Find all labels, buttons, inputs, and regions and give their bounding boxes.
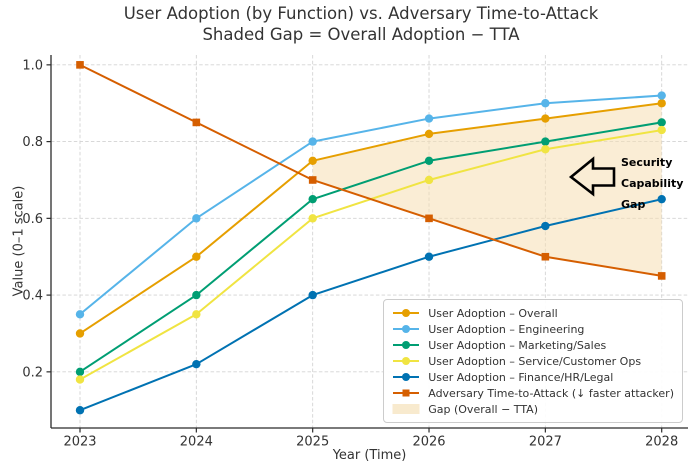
data-point-marker — [192, 118, 201, 127]
x-tick-label: 2026 — [412, 435, 445, 450]
data-point-marker — [192, 290, 201, 300]
gap-swatch-icon — [392, 404, 420, 414]
security-gap-annotation: Security Capability Gap — [621, 152, 683, 215]
y-tick-label: 0.2 — [22, 365, 43, 380]
legend-item: User Adoption – Overall — [391, 305, 674, 321]
legend-label: User Adoption – Engineering — [428, 322, 585, 336]
data-point-marker — [657, 91, 666, 100]
data-point-marker — [192, 214, 201, 223]
data-point-marker — [192, 310, 201, 319]
data-point-marker — [657, 125, 666, 135]
legend-label: User Adoption – Overall — [428, 306, 558, 320]
legend-label: Adversary Time-to-Attack (↓ faster attac… — [428, 386, 674, 400]
data-point-marker — [657, 194, 666, 204]
legend-marker-icon — [402, 341, 411, 349]
x-tick-label: 2025 — [296, 435, 329, 450]
data-point-marker — [75, 367, 85, 377]
legend-marker-icon — [402, 373, 411, 381]
data-point-marker — [541, 145, 550, 154]
data-point-marker — [541, 252, 550, 261]
legend-marker-icon — [402, 357, 411, 365]
data-point-marker — [541, 137, 550, 146]
data-point-marker — [425, 214, 433, 223]
left-arrow-icon — [568, 156, 616, 197]
legend-label: User Adoption – Service/Customer Ops — [428, 354, 642, 368]
series-line — [79, 121, 662, 373]
legend-line-swatch — [393, 389, 420, 397]
data-point-marker — [308, 194, 317, 204]
data-point-marker — [424, 129, 434, 139]
x-axis-label: Year (Time) — [332, 448, 407, 463]
data-point-marker — [308, 290, 317, 300]
legend-marker-icon — [402, 309, 411, 317]
legend-line-swatch — [393, 341, 420, 349]
legend-patch-swatch — [392, 404, 420, 414]
data-point-marker — [75, 329, 85, 338]
legend-marker-icon — [402, 389, 410, 397]
data-point-marker — [75, 406, 85, 415]
legend-label: User Adoption – Marketing/Sales — [428, 338, 607, 352]
legend-line-swatch — [393, 325, 420, 333]
legend-line-swatch — [393, 309, 420, 317]
data-point-marker — [657, 118, 666, 127]
y-tick-label: 0.6 — [22, 212, 43, 227]
legend-line-swatch — [393, 373, 420, 381]
data-point-marker — [308, 137, 317, 146]
series-line — [79, 102, 662, 335]
data-point-marker — [76, 61, 84, 69]
security-gap-arrow — [568, 156, 616, 197]
data-point-marker — [75, 310, 85, 319]
data-point-marker — [424, 175, 434, 185]
legend-item: Adversary Time-to-Attack (↓ faster attac… — [391, 385, 674, 401]
x-tick-label: 2024 — [180, 435, 213, 450]
annotation-line: Capability — [621, 177, 684, 190]
chart-title: User Adoption (by Function) vs. Adversar… — [123, 4, 599, 23]
data-point-marker — [541, 114, 550, 123]
legend-item: User Adoption – Marketing/Sales — [391, 337, 674, 353]
series-line — [79, 94, 662, 316]
gap-area — [312, 103, 662, 276]
y-tick-label: 0.8 — [22, 135, 43, 150]
data-point-marker — [541, 221, 550, 231]
chart-subtitle: Shaded Gap = Overall Adoption − TTA — [202, 24, 520, 44]
data-point-marker — [192, 359, 201, 369]
y-tick-label: 1.0 — [22, 58, 43, 73]
legend-item: User Adoption – Service/Customer Ops — [391, 353, 674, 369]
y-tick-label: 0.4 — [22, 289, 43, 304]
data-point-marker — [308, 176, 317, 184]
legend-label: Gap (Overall − TTA) — [428, 402, 538, 416]
annotation-line: Gap — [621, 198, 646, 211]
legend-line-swatch — [393, 357, 420, 365]
legend-item: Gap (Overall − TTA) — [391, 401, 674, 417]
data-point-marker — [657, 99, 666, 108]
legend-item: User Adoption – Engineering — [391, 321, 674, 337]
data-point-marker — [75, 375, 85, 384]
x-tick-label: 2028 — [645, 435, 678, 450]
series-line — [79, 198, 662, 412]
data-point-marker — [424, 156, 434, 165]
legend-item: User Adoption – Finance/HR/Legal — [391, 369, 674, 385]
title-block: User Adoption (by Function) vs. Adversar… — [31, 4, 691, 45]
x-tick-label: 2023 — [63, 435, 96, 450]
data-point-marker — [541, 99, 550, 108]
data-point-marker — [308, 156, 317, 165]
series-line — [79, 63, 662, 277]
data-point-marker — [424, 252, 434, 261]
y-axis-label: Value (0–1 scale) — [11, 185, 27, 297]
legend-label: User Adoption – Finance/HR/Legal — [428, 370, 614, 384]
data-point-marker — [308, 214, 317, 223]
data-point-marker — [424, 114, 434, 123]
data-point-marker — [657, 272, 666, 280]
legend: User Adoption – Overall User Adoption – E… — [383, 299, 683, 423]
x-tick-label: 2027 — [529, 435, 562, 450]
data-point-marker — [192, 252, 201, 261]
legend-marker-icon — [402, 325, 411, 333]
annotation-line: Security — [621, 156, 673, 169]
